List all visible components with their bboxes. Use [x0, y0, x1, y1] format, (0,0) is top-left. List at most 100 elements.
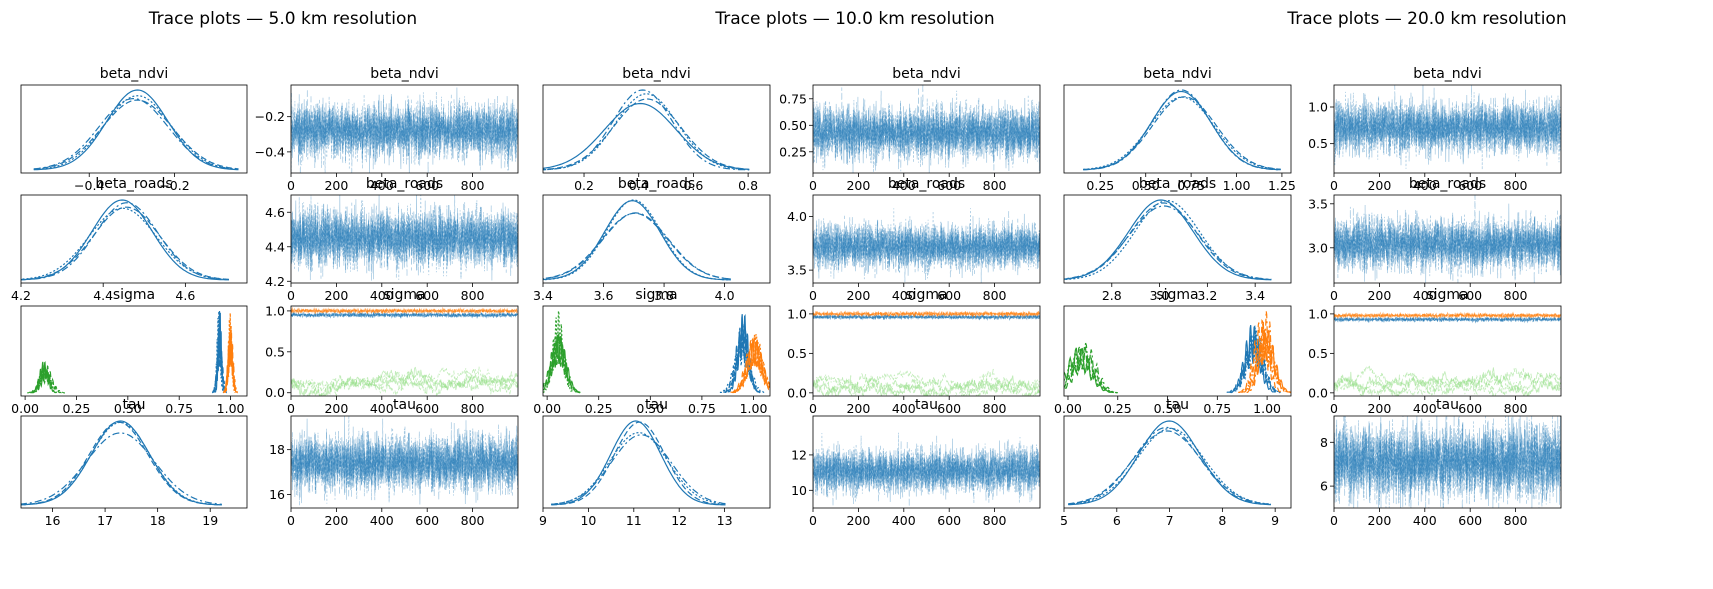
axes-frame [1063, 194, 1292, 284]
density-curve [543, 212, 731, 280]
axes-frame [20, 415, 248, 509]
plot-area [813, 309, 1040, 396]
density-curve [21, 202, 229, 281]
density-curve [551, 420, 726, 506]
x-tick-label: 400 [1413, 401, 1437, 416]
axes-frame [1063, 84, 1292, 174]
axes-frame [1333, 194, 1562, 284]
trace-chain [813, 313, 1040, 321]
trace-chain [291, 89, 518, 173]
trace-chain [1334, 367, 1561, 396]
density-curve [33, 89, 239, 171]
x-tick-label: 0 [1330, 513, 1338, 528]
trace-chain [1334, 371, 1561, 396]
x-tick-label: 200 [324, 513, 348, 528]
plot-area [813, 85, 1040, 173]
x-tick-label: 400 [1413, 288, 1437, 303]
trace-chain [813, 211, 1040, 281]
x-tick-label: 2.8 [1102, 288, 1122, 303]
panel-title: sigma [905, 287, 947, 303]
x-tick-label: 200 [324, 288, 348, 303]
trace-chain [1334, 366, 1561, 396]
density-curve [543, 310, 574, 394]
density-curve [1083, 96, 1281, 171]
trace-chain [1334, 206, 1561, 283]
panel-title: beta_ndvi [100, 66, 169, 82]
x-tick-label: 600 [415, 401, 439, 416]
x-tick-label: 600 [1458, 513, 1482, 528]
x-tick-label: 0.00 [533, 401, 561, 416]
trace-chain [1334, 212, 1561, 281]
x-tick-label: 0.50 [114, 401, 142, 416]
panel-beta_ndvi-density-10.0km: beta_ndvi 0.2 0.4 0.6 0.8 [542, 66, 771, 193]
x-tick-label: 0 [1330, 288, 1338, 303]
plot-area [291, 416, 518, 506]
density-curve [21, 421, 222, 506]
x-tick-label: 200 [1367, 178, 1391, 193]
x-tick-label: 0.50 [1132, 178, 1160, 193]
trace-chain [291, 307, 518, 316]
panel-title: beta_roads [1139, 176, 1216, 192]
y-tick-label: 1.0 [265, 303, 285, 318]
y-tick-label: 6 [1320, 479, 1328, 494]
plot-area [27, 310, 239, 394]
x-tick-label: 0.4 [629, 178, 649, 193]
density-curve [1064, 199, 1272, 281]
trace-chain [1334, 203, 1561, 283]
plot-area [543, 89, 750, 171]
plot-area [543, 199, 731, 281]
density-curve [543, 334, 581, 394]
x-tick-label: 0.25 [63, 401, 91, 416]
x-tick-label: 800 [461, 288, 485, 303]
plot-area [21, 420, 222, 506]
x-tick-label: −0.4 [74, 178, 104, 193]
y-tick-label: 0.50 [779, 118, 807, 133]
x-tick-label: 9 [539, 513, 547, 528]
trace-chain [813, 215, 1040, 283]
y-tick-label: 4.6 [265, 205, 285, 220]
y-tick-label: 3.0 [1308, 240, 1328, 255]
panel-title: tau [645, 397, 668, 413]
panel-tau-density-20.0km: tau 5 6 7 8 9 [1060, 397, 1292, 528]
trace-chain [1334, 416, 1561, 508]
panel-beta_roads-density-10.0km: beta_roads 3.4 3.6 3.8 4.0 [533, 176, 771, 303]
x-tick-label: 4.0 [715, 288, 735, 303]
density-curve [1083, 89, 1281, 171]
y-tick-label: 0.25 [779, 144, 807, 159]
density-curve [1064, 199, 1272, 281]
panel-title: sigma [1426, 287, 1468, 303]
x-tick-label: 600 [937, 178, 961, 193]
density-curve [1083, 96, 1281, 170]
x-tick-label: 0.75 [1177, 178, 1205, 193]
figure-title-10km: Trace plots — 10.0 km resolution [714, 9, 994, 29]
x-tick-label: 12 [671, 513, 687, 528]
y-tick-label: 0.0 [1308, 385, 1328, 400]
x-tick-label: 3.6 [594, 288, 614, 303]
x-tick-label: 1.00 [217, 401, 245, 416]
trace-chain [1334, 89, 1561, 165]
density-curve [543, 334, 581, 394]
plot-area [291, 195, 518, 282]
x-tick-label: 0.25 [1086, 178, 1114, 193]
panel-beta_ndvi-trace-10.0km: beta_ndvi 0.75 0.50 0.25 0 200 400 600 800 [779, 66, 1041, 193]
panel-title: tau [1166, 397, 1189, 413]
x-tick-label: 0.50 [1154, 401, 1182, 416]
plot-area [543, 310, 770, 394]
plot-area [1334, 85, 1561, 170]
x-tick-label: 800 [461, 513, 485, 528]
x-tick-label: 0.75 [1203, 401, 1231, 416]
x-tick-label: 200 [1367, 288, 1391, 303]
panel-beta_roads-density-5.0km: beta_roads 4.2 4.4 4.6 [11, 176, 248, 303]
x-tick-label: 10 [580, 513, 596, 528]
x-tick-label: 0.00 [1054, 401, 1082, 416]
axes-frame [290, 305, 519, 397]
axes-frame [20, 194, 248, 284]
y-tick-label: 1.0 [787, 306, 807, 321]
plot-area [21, 199, 229, 281]
x-tick-label: 1.25 [1268, 178, 1296, 193]
panel-tau-density-5.0km: tau 16 17 18 19 [20, 397, 248, 528]
density-curve [21, 199, 229, 281]
trace-chain [813, 435, 1040, 505]
plot-area [33, 89, 239, 171]
